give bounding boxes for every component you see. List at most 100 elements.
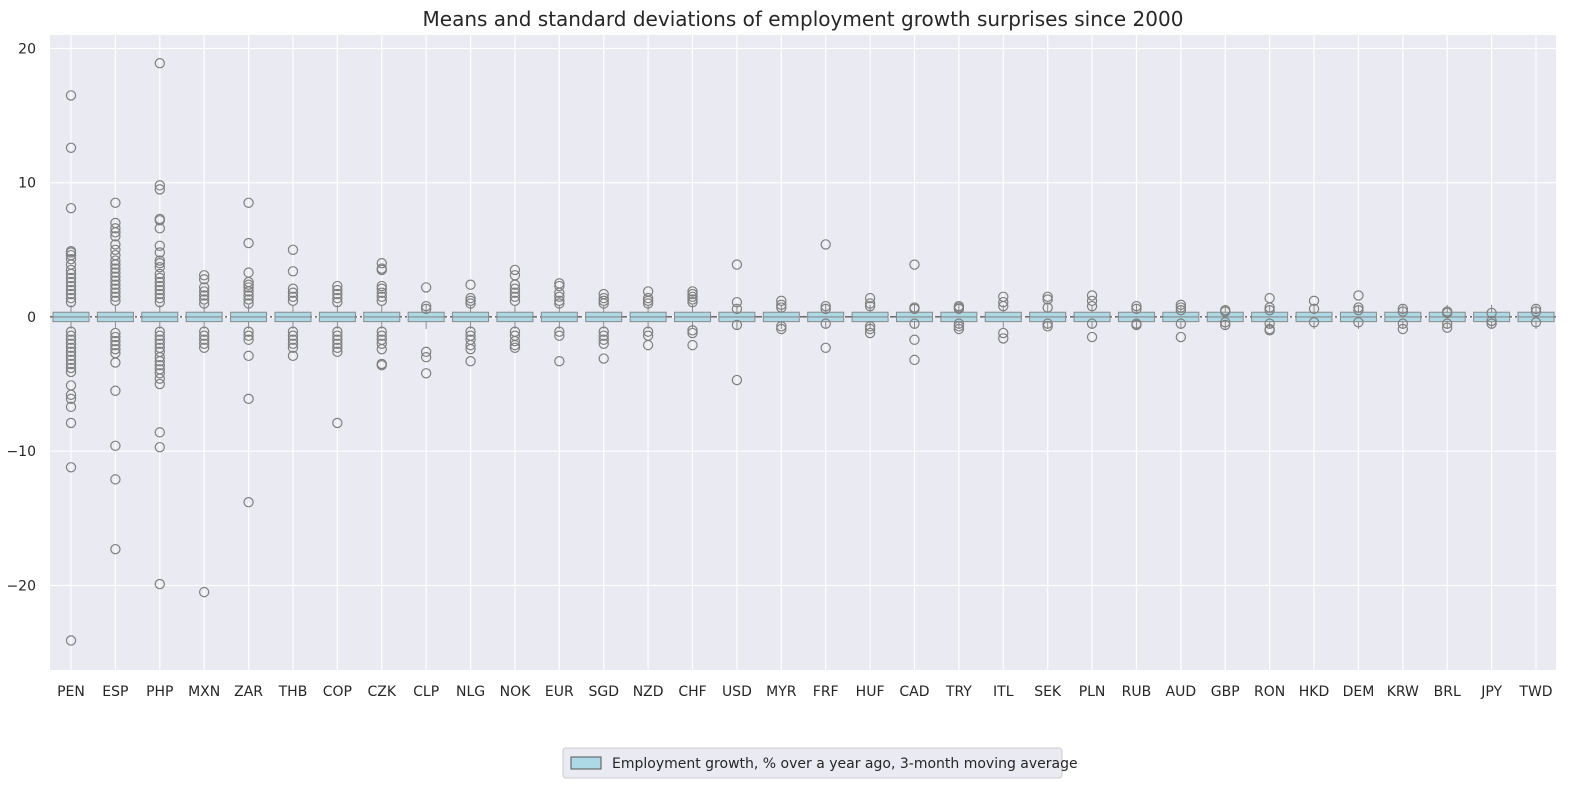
- outlier-point: [243, 237, 254, 249]
- outlier-point: [1308, 317, 1320, 328]
- outlier-point: [776, 302, 787, 313]
- outlier-point: [243, 279, 254, 290]
- x-tick-label: GBP: [1211, 684, 1240, 700]
- outlier-point: [1264, 305, 1275, 316]
- outlier-point: [154, 57, 165, 69]
- outlier-point: [509, 295, 521, 307]
- outlier-point: [198, 290, 210, 301]
- outlier-point: [909, 303, 920, 315]
- outlier-point: [110, 283, 121, 294]
- outlier-point: [864, 292, 876, 304]
- outlier-point: [110, 227, 121, 238]
- outlier-point: [198, 294, 210, 305]
- outlier-point: [465, 292, 476, 304]
- x-tick-label: RUB: [1122, 684, 1152, 700]
- outlier-point: [1264, 325, 1275, 336]
- outlier-point: [1042, 318, 1053, 329]
- outlier-point: [65, 366, 77, 378]
- outlier-point: [154, 180, 165, 191]
- outlier-point: [509, 291, 521, 302]
- outlier-point: [598, 298, 609, 309]
- outlier-point: [65, 346, 77, 358]
- outlier-point: [687, 325, 698, 336]
- outlier-point: [420, 346, 432, 358]
- outlier-point: [864, 327, 876, 339]
- outlier-point: [1086, 331, 1098, 343]
- outlier-point: [598, 338, 609, 349]
- outlier-point: [110, 331, 121, 343]
- outlier-point: [1086, 290, 1098, 301]
- outlier-point: [154, 441, 165, 453]
- outlier-point: [65, 202, 77, 214]
- outlier-point: [154, 247, 165, 258]
- outlier-point: [376, 330, 387, 341]
- outlier-point: [465, 356, 476, 367]
- outlier-point: [1175, 318, 1187, 329]
- outlier-point: [65, 247, 77, 258]
- outlier-point: [110, 197, 121, 209]
- outlier-point: [1442, 307, 1453, 319]
- outlier-point: [376, 291, 387, 302]
- outlier-point: [110, 279, 121, 290]
- outlier-point: [154, 356, 165, 367]
- outlier-point: [110, 357, 121, 368]
- outlier-point: [243, 294, 254, 305]
- outlier-point: [243, 286, 254, 297]
- outlier-point: [909, 354, 920, 366]
- outlier-point: [420, 368, 432, 379]
- outlier-point: [332, 334, 343, 345]
- outlier-point: [642, 292, 654, 304]
- outlier-point: [420, 303, 432, 315]
- outlier-point: [687, 296, 698, 308]
- x-tick-label: SEK: [1034, 684, 1062, 700]
- outlier-point: [554, 291, 565, 302]
- outlier-point: [1264, 302, 1275, 313]
- outlier-point: [554, 298, 565, 309]
- outlier-point: [509, 279, 521, 290]
- outlier-point: [110, 275, 121, 286]
- outlier-point: [287, 295, 299, 307]
- outlier-point: [465, 326, 476, 337]
- y-tick-label: 0: [27, 310, 36, 326]
- x-tick-label: HUF: [856, 684, 885, 700]
- outlier-point: [1175, 302, 1187, 313]
- outlier-point: [65, 292, 77, 304]
- outlier-point: [154, 276, 165, 288]
- outlier-point: [110, 440, 121, 452]
- outlier-point: [243, 290, 254, 301]
- outlier-point: [110, 335, 121, 347]
- outlier-point: [154, 351, 165, 363]
- chart-title: Means and standard deviations of employm…: [423, 7, 1184, 31]
- outlier-point: [65, 272, 77, 284]
- outlier-point: [287, 283, 299, 294]
- outlier-point: [1086, 300, 1098, 312]
- x-tick-label: COP: [323, 684, 352, 700]
- outlier-point: [110, 474, 121, 485]
- outlier-point: [154, 330, 165, 341]
- x-tick-label: KRW: [1387, 684, 1419, 700]
- outlier-point: [65, 417, 77, 429]
- x-tick-label: MYR: [766, 684, 797, 700]
- outlier-point: [65, 253, 77, 265]
- outlier-point: [198, 282, 210, 293]
- outlier-point: [65, 280, 77, 292]
- outlier-point: [731, 296, 743, 308]
- outlier-point: [65, 350, 77, 362]
- outlier-point: [953, 321, 965, 332]
- outlier-point: [287, 266, 299, 277]
- outlier-point: [554, 326, 565, 337]
- outlier-point: [1530, 303, 1542, 315]
- outlier-point: [198, 298, 210, 309]
- outlier-point: [376, 287, 387, 298]
- outlier-point: [376, 283, 387, 294]
- outlier-point: [820, 300, 831, 312]
- outlier-point: [1486, 315, 1497, 327]
- outlier-point: [554, 356, 565, 367]
- outlier-point: [509, 342, 521, 354]
- outlier-point: [376, 343, 387, 355]
- outlier-point: [332, 326, 343, 337]
- outlier-point: [198, 586, 210, 598]
- x-tick-label: PEN: [57, 684, 85, 700]
- outlier-point: [154, 280, 165, 292]
- outlier-point: [154, 184, 165, 195]
